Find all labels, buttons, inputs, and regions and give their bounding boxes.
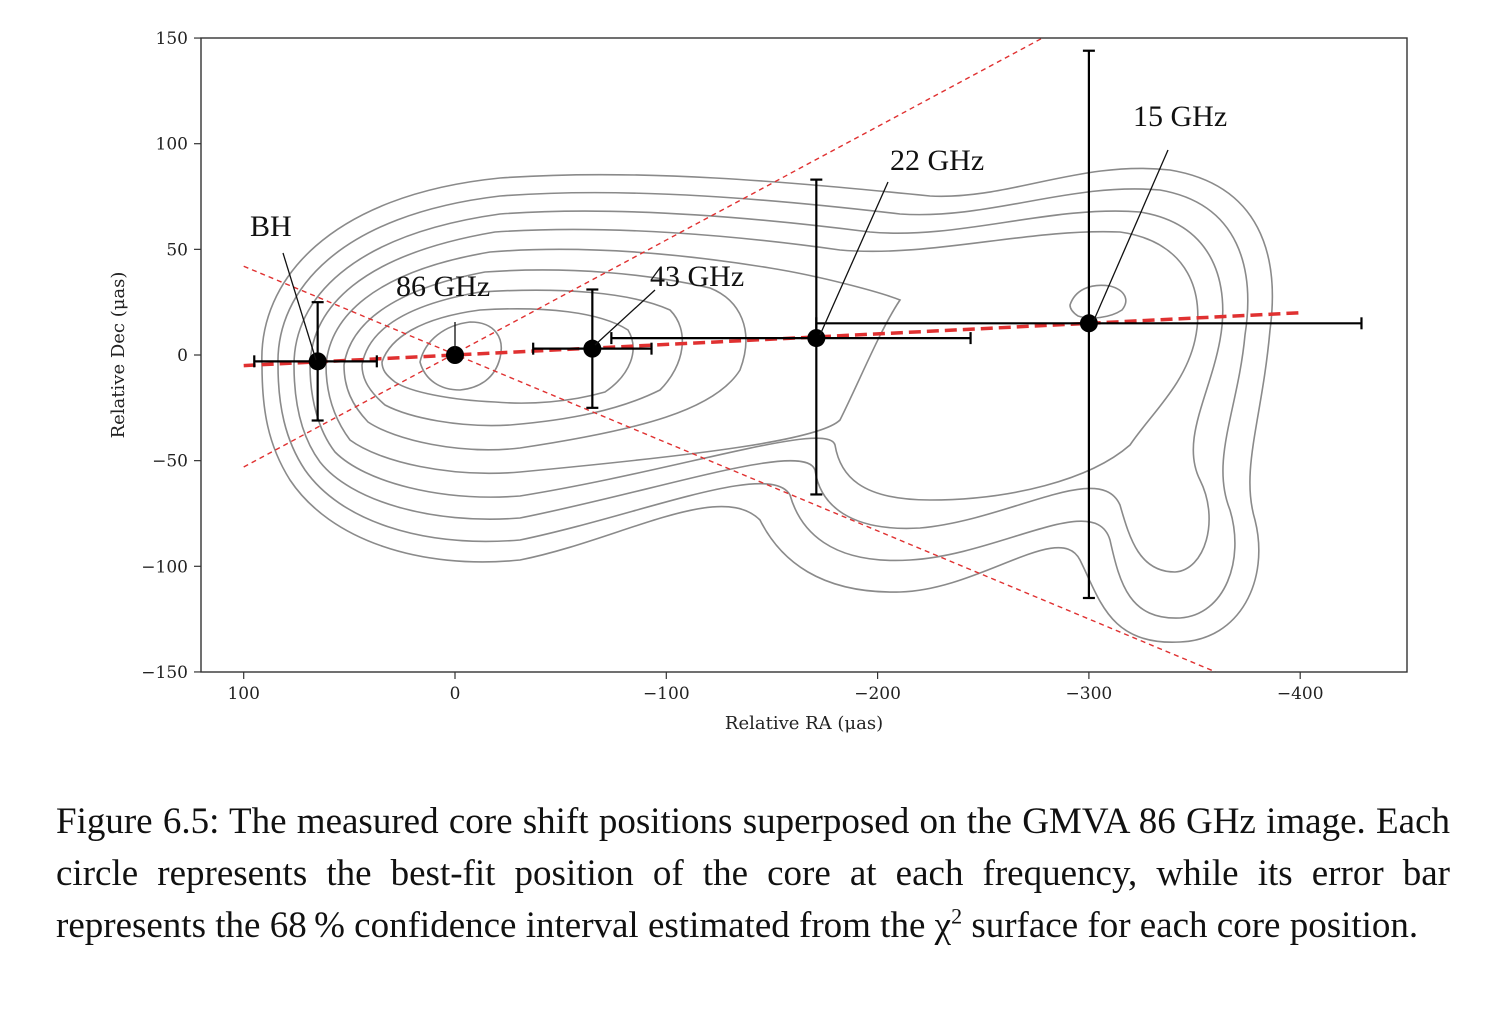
y-axis-label: Relative Dec (μas) [108,272,129,439]
data-points [253,49,1363,600]
y-tick-label: 50 [166,240,188,260]
point-43-ghz [532,288,653,409]
point-15-ghz [815,49,1363,600]
contour-line [325,248,902,475]
label-22ghz: 22 GHz [890,144,984,177]
contour-line [381,308,634,404]
point-22-ghz [610,178,972,496]
point-bh [253,301,378,422]
bh-leader-line [282,252,317,361]
contour-line [277,188,1249,619]
y-tick-label: 150 [156,29,188,49]
label-86ghz: 86 GHz [396,270,490,303]
ghz15-leader-line [1093,149,1169,321]
contour-line [261,167,1274,643]
chi-symbol: χ [934,905,952,946]
ghz22-leader-line [819,181,889,336]
x-tick-label: −200 [854,684,901,704]
label-bh: BH [250,210,292,243]
marker-22-ghz [807,329,826,348]
core-shift-chart: BH 86 GHz 43 GHz 22 GHz 15 GHz 100 0 −100 −… [108,29,1408,734]
y-tick-label: 0 [177,346,188,366]
plot-frame [200,37,1408,673]
contour-line [419,321,502,391]
marker-15-ghz [1079,314,1098,333]
caption-text-1: Figure 6.5: The measured core shift posi… [56,801,1450,946]
y-tick-label: −100 [141,557,188,577]
ghz43-leader-line [594,289,656,346]
y-tick-label: −50 [152,452,188,472]
label-43ghz: 43 GHz [650,260,744,293]
x-axis: 100 0 −100 −200 −300 −400 [227,672,1324,704]
contour-line [309,228,1199,501]
annotations [282,149,1169,361]
cone-lines [243,37,1216,673]
x-tick-label: −400 [1277,684,1324,704]
y-tick-label: 100 [156,135,188,155]
y-tick-label: −150 [141,663,188,683]
x-tick-label: 100 [227,684,259,704]
cone-line-1 [243,37,1043,468]
figure-caption: Figure 6.5: The measured core shift posi… [56,796,1450,952]
x-tick-label: 0 [450,684,461,704]
x-axis-label: Relative RA (μas) [725,713,883,734]
contour-line [361,289,684,427]
x-tick-label: −100 [643,684,690,704]
label-15ghz: 15 GHz [1133,100,1227,133]
contour-map [261,167,1274,643]
contour-line [1069,284,1127,319]
cone-line-2 [243,265,1216,673]
chi-exponent: 2 [951,903,963,929]
y-axis: 150 100 50 0 −50 −100 −150 [141,29,201,683]
contour-line [293,210,1224,573]
x-tick-label: −300 [1066,684,1113,704]
marker-bh [308,352,327,371]
marker-86-ghz [446,346,464,364]
point-86-ghz [446,346,464,364]
caption-text-2: surface for each core position. [962,905,1419,946]
contour-line [343,269,747,451]
